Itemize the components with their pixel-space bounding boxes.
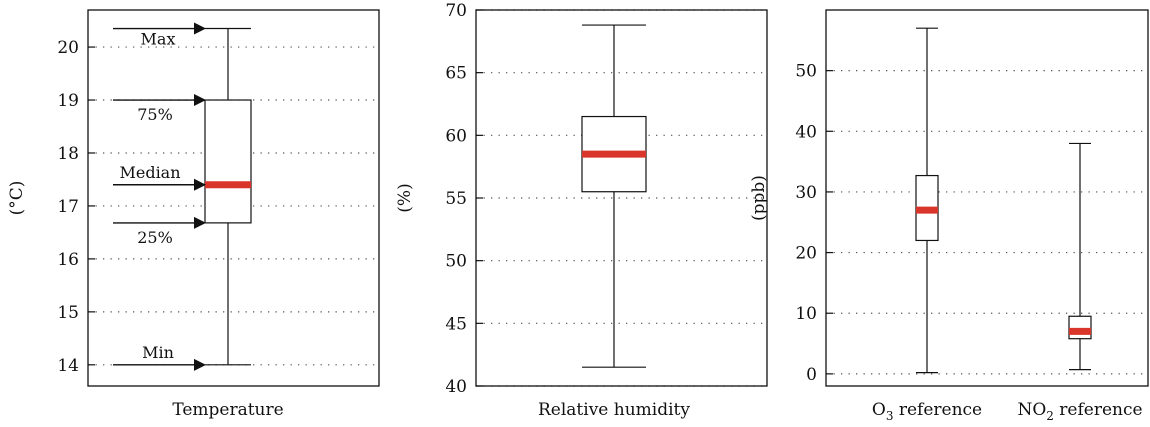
arrow-head (194, 216, 206, 229)
ytick-label: 30 (795, 183, 817, 203)
y-axis-title: (ppb) (749, 175, 769, 221)
ytick-label: 20 (795, 244, 817, 264)
annotation-arrow-2: Median (113, 163, 206, 191)
box-0 (204, 27, 252, 366)
plot-frame (475, 9, 768, 387)
annotation-arrow-3: 25% (113, 216, 206, 247)
ytick-label: 17 (57, 197, 79, 217)
ytick-label: 60 (445, 126, 467, 146)
box-0 (915, 27, 939, 374)
plot-frame (87, 9, 380, 387)
annotation-arrow-1: 75% (113, 94, 206, 124)
panel-temperature: 14 15 16 17 18 19 20 (°C) Temperature Max 75% Medi… (7, 9, 380, 420)
arrow-head (194, 94, 206, 107)
ytick-label: 50 (795, 62, 817, 82)
arrow-head (194, 358, 206, 371)
panel-humidity: 40 45 50 55 60 65 70 (%) Relative humidity (395, 1, 768, 420)
ytick-label: 55 (445, 189, 467, 209)
x-category-label: NO2 reference (1017, 400, 1142, 423)
y-axis-title: (°C) (7, 181, 27, 216)
x-category-label: Temperature (172, 400, 283, 420)
ytick-label: 40 (795, 122, 817, 142)
ytick-label: 70 (445, 1, 467, 21)
ytick-label: 20 (57, 38, 79, 58)
arrow-head (194, 178, 206, 191)
annotation-arrow-0: Max (113, 22, 206, 49)
plot-frame (825, 9, 1149, 387)
ytick-label: 50 (445, 252, 467, 272)
annotation-label: Max (141, 30, 176, 49)
arrow-head (194, 22, 206, 35)
box-0 (581, 24, 647, 368)
annotation-label: Median (119, 163, 180, 182)
box-1 (1068, 142, 1092, 371)
ytick-label: 65 (445, 64, 467, 84)
iqr-box (1068, 315, 1092, 340)
ytick-label: 45 (445, 314, 467, 334)
iqr-box (204, 99, 252, 224)
annotation-label: 25% (137, 228, 173, 247)
x-category-label: Relative humidity (538, 400, 690, 420)
ytick-label: 0 (806, 365, 817, 385)
annotation-label: 75% (137, 105, 173, 124)
panel-pollutants: 0 10 20 30 40 50 (ppb) O3 reference NO2 referen… (749, 9, 1149, 423)
y-axis-title: (%) (395, 183, 415, 212)
ytick-label: 14 (57, 356, 79, 376)
ytick-label: 16 (57, 250, 79, 270)
annotation-arrow-4: Min (113, 343, 206, 371)
annotation-label: Min (142, 343, 174, 362)
ytick-label: 15 (57, 303, 79, 323)
ytick-label: 19 (57, 91, 79, 111)
ytick-label: 40 (445, 377, 467, 397)
x-category-label: O3 reference (872, 400, 982, 423)
ytick-label: 10 (795, 304, 817, 324)
ytick-label: 18 (57, 144, 79, 164)
